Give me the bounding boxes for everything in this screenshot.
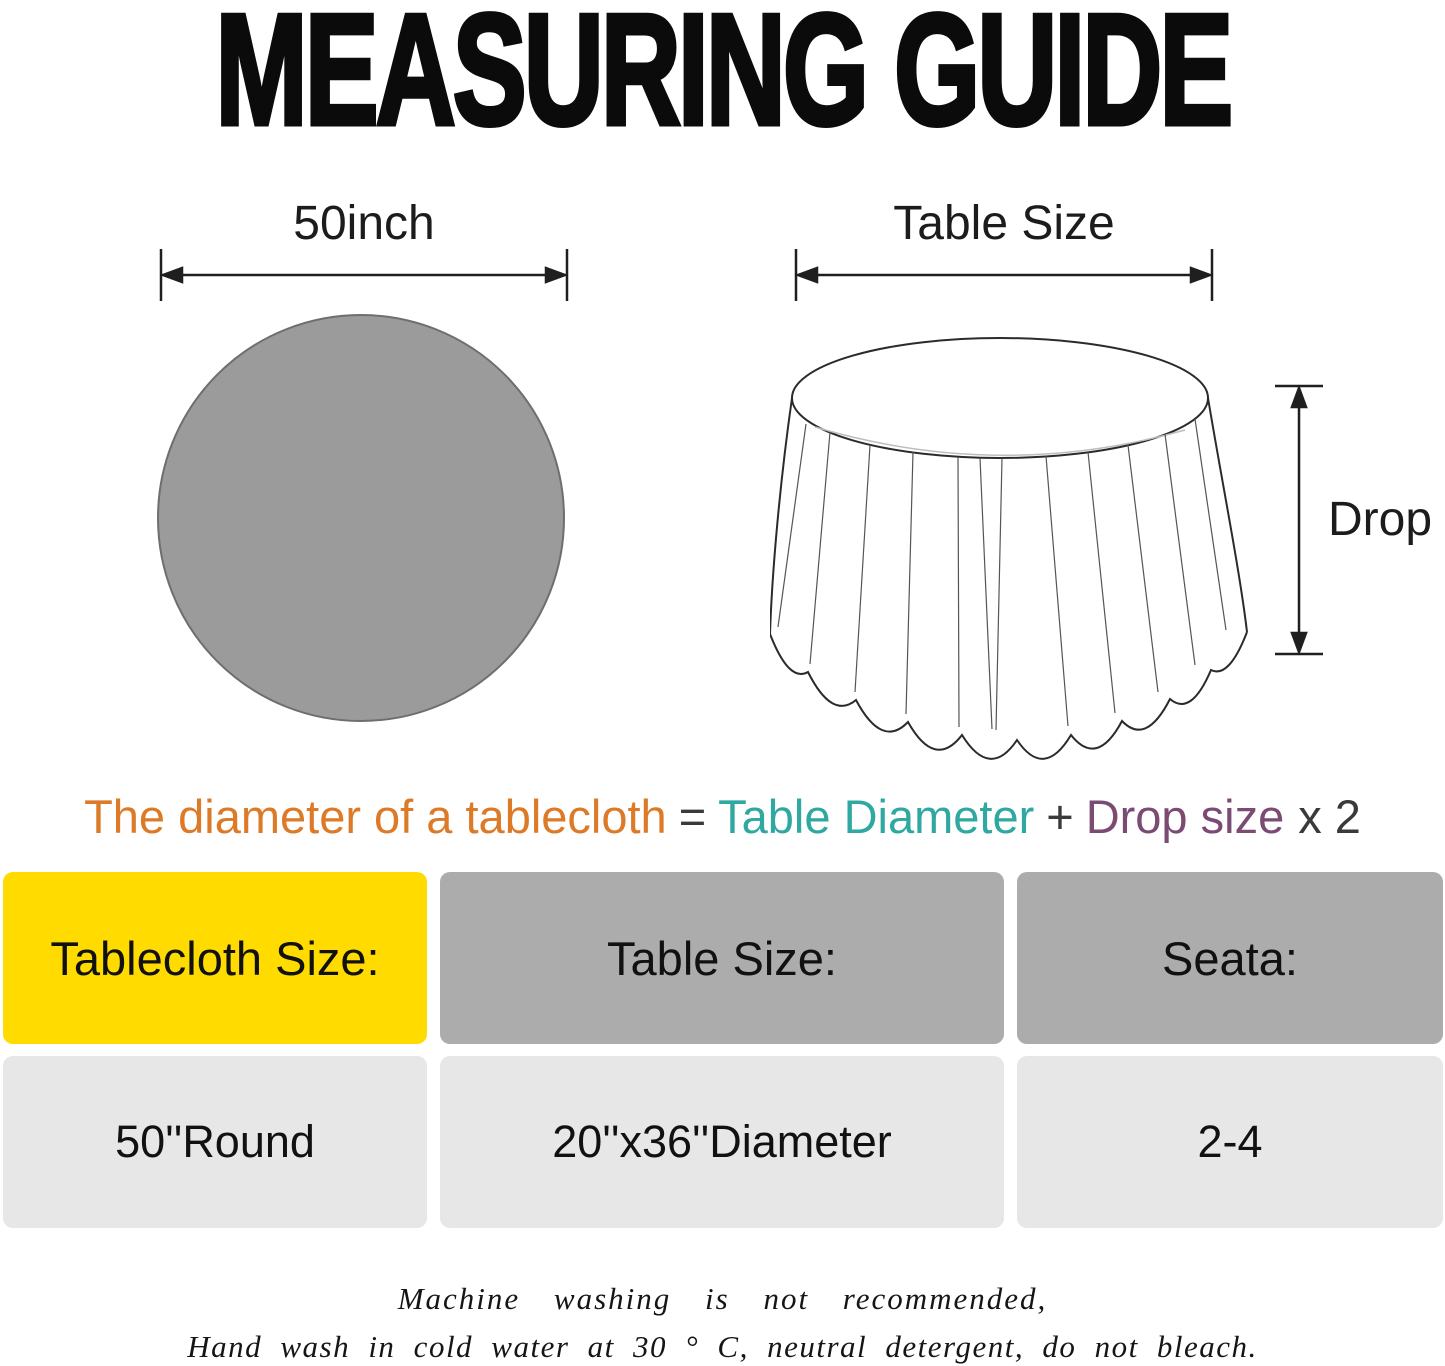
tablecloth-diameter-label: 50inch	[293, 197, 435, 250]
draped-tablecloth-illustration	[770, 332, 1270, 762]
title-row: MEASURING GUIDE	[0, 0, 1445, 152]
cell-seats: 2-4	[1017, 1056, 1443, 1228]
care-note-line2: Hand wash in cold water at 30 ° C, neutr…	[187, 1329, 1258, 1364]
formula-lhs: The diameter of a tablecloth	[84, 790, 667, 843]
formula-equals: =	[678, 790, 707, 843]
tablecloth-circle	[157, 314, 565, 722]
formula-table-diameter: Table Diameter	[718, 790, 1035, 843]
table-size-label: Table Size	[893, 197, 1115, 250]
header-seats: Seata:	[1017, 872, 1443, 1044]
formula-times-two: x 2	[1298, 790, 1361, 843]
page-title: MEASURING GUIDE	[213, 0, 1234, 158]
diameter-dimension-arrow	[159, 247, 569, 303]
header-table-size: Table Size:	[440, 872, 1004, 1044]
formula-drop-size: Drop size	[1085, 790, 1285, 843]
formula-plus: +	[1046, 790, 1074, 843]
diameter-formula: The diameter of a tablecloth = Table Diame…	[0, 789, 1445, 844]
size-table: Tablecloth Size: Table Size: Seata: 50''…	[3, 872, 1443, 1228]
cell-tablecloth-size: 50''Round	[3, 1056, 427, 1228]
header-tablecloth-size: Tablecloth Size:	[3, 872, 427, 1044]
cell-table-size: 20''x36''Diameter	[440, 1056, 1004, 1228]
drop-dimension-arrow	[1272, 384, 1328, 656]
care-note-line1: Machine washing is not recommended,	[397, 1281, 1048, 1316]
table-size-dimension-arrow	[794, 247, 1214, 303]
drop-label: Drop	[1328, 493, 1433, 546]
